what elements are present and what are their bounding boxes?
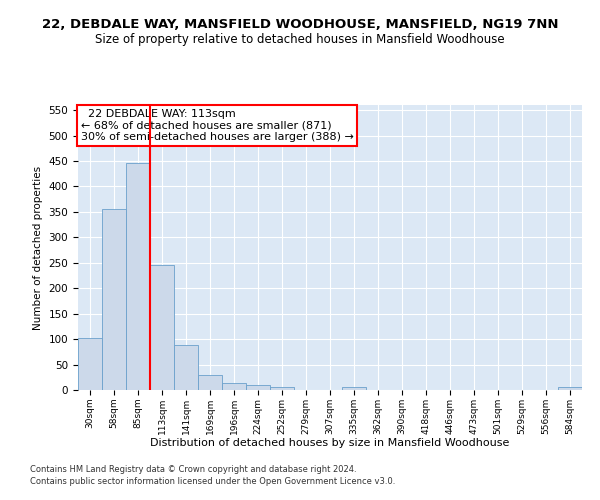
Text: 22 DEBDALE WAY: 113sqm
← 68% of detached houses are smaller (871)
30% of semi-de: 22 DEBDALE WAY: 113sqm ← 68% of detached… [80,110,353,142]
Bar [150,265,174,390]
Bar [198,374,222,390]
Bar [558,387,582,390]
Bar [246,386,270,390]
Bar [222,384,246,390]
Text: Size of property relative to detached houses in Mansfield Woodhouse: Size of property relative to detached ho… [95,32,505,46]
Text: Distribution of detached houses by size in Mansfield Woodhouse: Distribution of detached houses by size … [151,438,509,448]
Bar [102,209,126,390]
Bar [342,387,366,390]
Bar [174,345,198,390]
Y-axis label: Number of detached properties: Number of detached properties [33,166,43,330]
Bar [126,162,150,390]
Text: Contains HM Land Registry data © Crown copyright and database right 2024.: Contains HM Land Registry data © Crown c… [30,466,356,474]
Bar [270,387,294,390]
Text: Contains public sector information licensed under the Open Government Licence v3: Contains public sector information licen… [30,477,395,486]
Bar [78,338,102,390]
Text: 22, DEBDALE WAY, MANSFIELD WOODHOUSE, MANSFIELD, NG19 7NN: 22, DEBDALE WAY, MANSFIELD WOODHOUSE, MA… [42,18,558,30]
